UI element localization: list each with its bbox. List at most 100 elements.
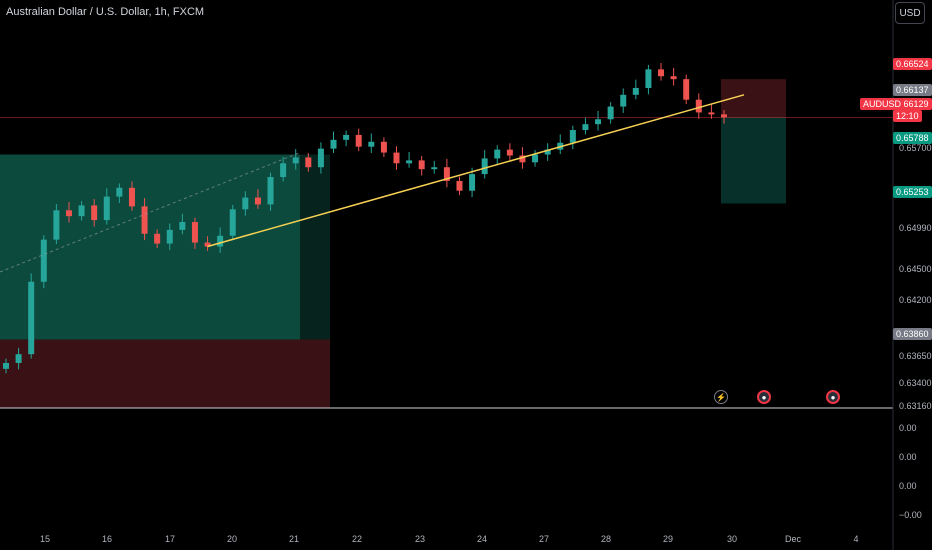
candle-body [343,134,350,140]
candle-body [128,187,135,207]
indicator-tick: 0.00 [899,423,917,433]
x-tick: 24 [476,534,488,544]
candle-body [683,79,690,100]
candle-body [456,180,463,191]
candle-body [393,152,400,164]
price-label-high: 0.66524 [893,58,932,70]
flag-icon[interactable]: ● [757,390,771,404]
price-label-last: 0.66137 [893,84,932,96]
candle-body [3,362,9,369]
x-tick: 17 [164,534,176,544]
candle-body [40,239,47,282]
price-label-entry: 0.65788 [893,132,932,144]
x-tick: 21 [288,534,300,544]
currency-button[interactable]: USD [895,2,925,24]
x-tick: 29 [662,534,674,544]
candle-body [645,69,652,88]
candle-body [242,197,249,210]
candle-body [330,139,337,149]
x-tick: 16 [101,534,113,544]
indicator-tick: 0.00 [899,452,917,462]
candle-body [292,157,299,164]
candle-body [418,160,425,170]
candle-body [229,209,236,236]
x-tick: 23 [414,534,426,544]
long-zone-shade [300,154,330,340]
symbol-tag: AUDUSD [860,98,905,110]
y-tick: 0.63400 [899,378,932,388]
long-loss-zone [0,339,330,408]
candle-body [317,148,324,168]
candle-body [695,99,702,113]
x-tick: Dec [784,534,802,544]
short-profit-zone [721,117,786,204]
x-tick: 4 [853,534,859,544]
candle-body [406,160,413,164]
candle-body [368,141,375,147]
chart-title: Australian Dollar / U.S. Dollar, 1h, FXC… [6,6,205,18]
candle-body [380,141,387,153]
candle-body [721,114,727,118]
candle-body [280,163,287,178]
y-tick: 0.63650 [899,351,932,361]
candle-body [431,167,438,170]
indicator-tick: 0.00 [899,481,917,491]
candle-body [217,235,224,247]
candle-body [141,206,148,234]
candle-body [519,155,526,163]
candle-body [443,167,450,181]
candle-body [91,205,98,221]
x-tick: 22 [351,534,363,544]
candle-body [116,187,123,197]
indicator-tick: −0.00 [899,510,922,520]
candle-body [481,158,488,175]
countdown-label: 12:10 [893,110,922,122]
price-label-target: 0.65253 [893,186,932,198]
candle-body [708,112,715,115]
trendline [207,94,745,248]
candle-body [204,242,211,247]
candle-body [191,222,198,243]
candle-body [607,106,614,120]
y-tick: 0.64500 [899,264,932,274]
flag-icon[interactable]: ● [826,390,840,404]
y-tick: 0.64990 [899,223,932,233]
candle-body [305,157,312,168]
candle-body [166,229,173,244]
x-tick: 20 [226,534,238,544]
y-tick: 0.65700 [899,143,932,153]
x-tick: 27 [538,534,550,544]
candle-body [254,197,261,205]
y-tick: 0.64200 [899,295,932,305]
long-profit-zone [0,154,330,340]
x-tick: 15 [39,534,51,544]
x-tick: 30 [726,534,738,544]
candle-body [620,94,627,107]
y-tick: 0.63160 [899,401,932,411]
x-tick: 28 [600,534,612,544]
candle-body [267,177,274,205]
price-label-lower: 0.63860 [893,328,932,340]
candle-body [78,205,85,217]
candle-body [506,149,513,156]
candle-body [569,130,576,143]
candle-body [15,354,22,363]
candle-body [582,124,589,131]
candle-body [670,76,677,80]
lightning-icon[interactable]: ⚡ [714,390,728,404]
candle-body [355,134,362,147]
candle-body [469,174,476,191]
candle-body [532,154,539,163]
candle-body [658,69,665,77]
candle-body [544,149,551,155]
candle-body [595,119,602,125]
candle-body [103,196,110,221]
candle-body [154,233,161,244]
candle-body [632,87,639,95]
candle-body [179,222,186,230]
candle-body [28,281,35,355]
candle-body [65,210,72,217]
candle-body [494,149,501,159]
candle-body [53,210,60,240]
